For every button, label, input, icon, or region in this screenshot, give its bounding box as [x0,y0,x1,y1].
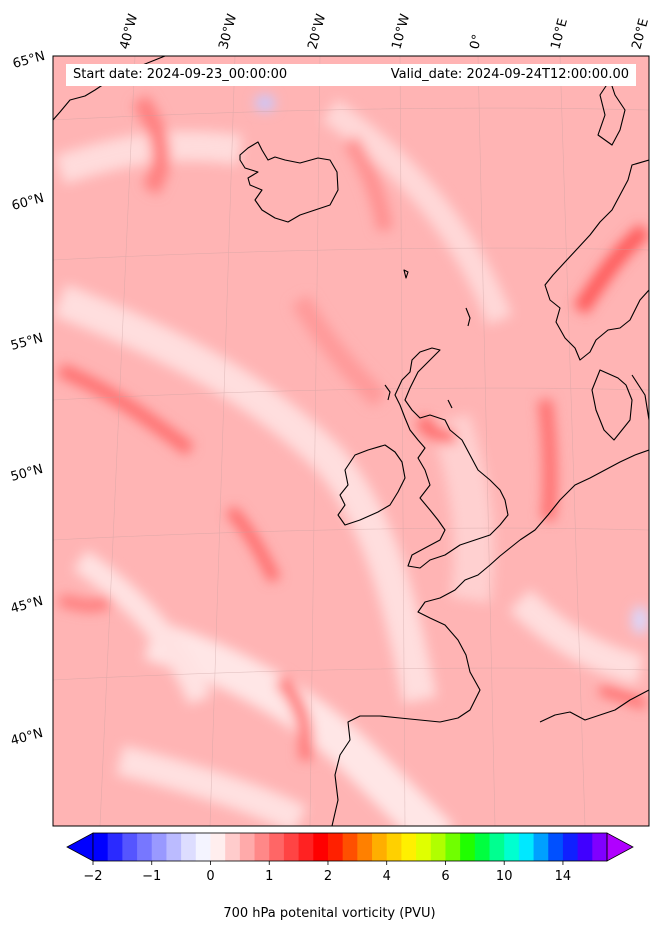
longitude-labels: 40°W 30°W 20°W 10°W 0° 10°E 20°E [117,12,652,51]
colorbar-segment [269,833,285,861]
colorbar-segment [445,833,461,861]
lon-label-10w: 10°W [389,12,413,51]
colorbar-tick-label: 0 [206,869,214,884]
lat-label-55n: 55°N [9,331,45,354]
lat-label-60n: 60°N [10,191,46,214]
colorbar-tick-label: −1 [142,869,161,884]
colorbar-segment [225,833,241,861]
great-britain-coast [394,347,509,569]
date-header: Start date: 2024-09-23_00:00:00 Valid_da… [66,64,636,86]
map-frame [52,55,650,827]
colorbar-segment [401,833,417,861]
start-date: Start date: 2024-09-23_00:00:00 [73,67,288,82]
colorbar-segment [313,833,329,861]
colorbar-segment [122,833,138,861]
colorbar-tick-label: 6 [441,869,449,884]
colorbar-tick-label: 4 [383,869,391,884]
france-coast [417,539,521,723]
lat-label-45n: 45°N [9,594,45,617]
colorbar: −2 −1 0 1 2 4 6 10 14 [66,832,634,884]
colorbar-segment [577,833,593,861]
colorbar-extend-under [66,832,94,862]
colorbar-segment [342,833,358,861]
colorbar-segment [151,833,167,861]
colorbar-tick-label: 10 [496,869,513,884]
colorbar-segment [489,833,505,861]
lat-label-40n: 40°N [9,726,45,749]
colorbar-extend-over [606,832,634,862]
colorbar-segment [386,833,402,861]
colorbar-segment [474,833,491,861]
ireland-coast [337,444,406,526]
colorbar-segment [254,833,270,861]
colorbar-segment [357,833,373,861]
lon-label-20e: 20°E [629,17,652,51]
latitude-labels: 65°N 60°N 55°N 50°N 45°N 40°N [9,49,47,749]
iceland-coast [239,141,339,223]
colorbar-segment [239,833,256,861]
colorbar-segment [460,833,476,861]
lat-label-65n: 65°N [11,49,47,72]
colorbar-segment [327,833,344,861]
colorbar-segment [430,833,446,861]
lon-label-10e: 10°E [548,17,571,51]
lon-label-20w: 20°W [305,12,329,51]
colorbar-segment [533,833,549,861]
colorbar-segment [504,833,520,861]
colorbar-label: 700 hPa potenital vorticity (PVU) [223,906,436,921]
colorbar-frame [92,832,608,862]
lat-label-50n: 50°N [9,462,45,485]
colorbar-segment [562,833,579,861]
lon-label-40w: 40°W [117,12,141,51]
valid-date: Valid_date: 2024-09-24T12:00:00.00 [390,67,629,82]
colorbar-segment [548,833,564,861]
colorbar-tick-label: 2 [324,869,332,884]
colorbar-segment [298,833,314,861]
map-panel [53,56,649,826]
colorbar-tick-label: 14 [555,869,572,884]
norway-coast [544,159,649,361]
pv-field-base [53,56,649,826]
colorbar-tick-label: 1 [265,869,273,884]
colorbar-segment [195,833,211,861]
colorbar-segment [107,833,123,861]
iberia-coast [331,715,441,826]
colorbar-tick-label: −2 [83,869,102,884]
colorbar-segment [592,833,608,861]
colorbar-segment [166,833,182,861]
lon-label-30w: 30°W [216,12,240,51]
colorbar-segment [416,833,432,861]
colorbar-segment [137,833,153,861]
colorbar-segment [518,833,535,861]
colorbar-segment [93,833,109,861]
colorbar-segment [283,833,300,861]
colorbar-segment [210,833,226,861]
colorbar-segment [181,833,197,861]
graticule [53,56,649,826]
pv-field-contours [53,95,649,826]
colorbar-segment [372,833,388,861]
coastlines [53,56,649,826]
lon-label-0: 0° [467,33,485,51]
